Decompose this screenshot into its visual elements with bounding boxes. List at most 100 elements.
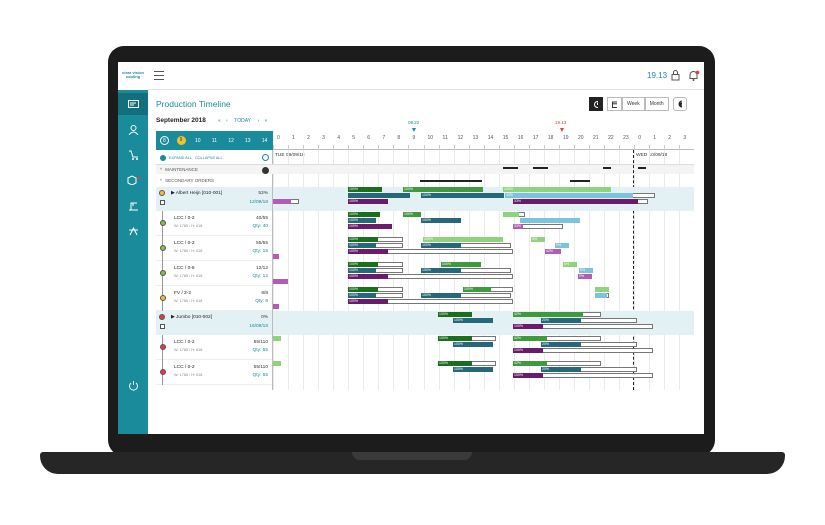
day-13[interactable]: 13 <box>245 137 251 144</box>
collapse-all-link[interactable]: COLLAPSE ALL <box>194 155 223 160</box>
production-bar[interactable]: 20% <box>541 318 581 323</box>
maintenance-row[interactable]: ^ MAINTENANCE <box>156 164 273 174</box>
production-bar[interactable]: 100% <box>348 293 376 298</box>
timeline-nav-icon[interactable] <box>118 93 148 115</box>
day-14[interactable]: 14 <box>261 137 268 144</box>
production-bar[interactable] <box>273 254 279 259</box>
item-row[interactable]: LCC / 0-2 W: 1785 / H: 618 55/110 Qty: 5… <box>156 360 272 385</box>
production-bar[interactable]: 100% <box>421 293 461 298</box>
month-button[interactable]: Month <box>644 97 669 111</box>
production-bar[interactable]: 100% <box>438 361 472 366</box>
expand-icon[interactable] <box>160 154 166 161</box>
item-row[interactable]: LCC / 0-2 W: 1785 / H: 618 40/55 Qty: 40 <box>156 211 272 236</box>
production-bar[interactable]: 0% <box>578 274 592 279</box>
now-marker[interactable] <box>412 128 416 132</box>
production-bar[interactable]: 100% <box>348 212 380 217</box>
item-row[interactable]: FV / 2-2 W: 1785 / H: 618 8/8 Qty: 6 <box>156 286 272 311</box>
production-bar[interactable]: 100% <box>421 243 461 248</box>
production-bar[interactable]: 100% <box>348 199 388 204</box>
production-bar[interactable] <box>595 293 607 298</box>
production-bar[interactable] <box>520 218 580 223</box>
production-bar[interactable]: 100% <box>348 243 376 248</box>
production-bar[interactable]: 100% <box>421 193 504 198</box>
production-bar[interactable]: 100% <box>423 237 503 242</box>
production-bar[interactable]: 100% <box>438 312 472 317</box>
next-day-icon[interactable]: › <box>257 118 260 124</box>
production-bar[interactable]: 100% <box>403 187 483 192</box>
next-week-icon[interactable]: » <box>264 118 268 124</box>
lock-icon[interactable] <box>671 70 681 81</box>
production-bar[interactable] <box>348 193 410 198</box>
bell-icon[interactable] <box>688 70 700 81</box>
production-bar[interactable]: 42% <box>513 312 583 317</box>
production-bar[interactable]: 100% <box>403 212 421 217</box>
day-9[interactable]: 9 <box>173 136 190 145</box>
production-bar[interactable] <box>503 212 519 217</box>
production-bar[interactable]: 100% <box>348 262 378 267</box>
production-bar[interactable]: 42% <box>545 249 561 254</box>
prev-day-icon[interactable]: ‹ <box>226 118 228 124</box>
week-button[interactable]: Week <box>622 97 645 111</box>
production-bar[interactable]: 8% <box>531 237 545 242</box>
production-bar[interactable]: 100% <box>348 218 376 223</box>
production-bar[interactable]: 100% <box>348 268 376 273</box>
secondary-orders-row[interactable]: ^ SECONDARY ORDERS <box>156 175 273 186</box>
production-bar[interactable]: 0% <box>563 262 577 267</box>
order-row[interactable]: ▶ Jumbo [010-002] 0% 16/09/18 <box>156 311 272 335</box>
production-bar[interactable]: 100% <box>348 187 382 192</box>
today-button[interactable]: TODAY <box>234 118 251 124</box>
info-icon[interactable] <box>262 154 269 161</box>
production-bar[interactable]: 100% <box>513 348 543 353</box>
production-bar[interactable]: 0% <box>579 268 593 273</box>
collapse-box-icon[interactable] <box>160 324 165 329</box>
expand-all-link[interactable]: EXPAND ALL <box>169 155 192 160</box>
prev-week-icon[interactable]: « <box>218 118 221 124</box>
day-11[interactable]: 11 <box>211 137 217 144</box>
production-bar[interactable] <box>595 287 609 292</box>
end-marker[interactable] <box>560 128 564 132</box>
day-10[interactable]: 10 <box>194 137 201 144</box>
menu-icon[interactable] <box>154 71 164 80</box>
day-12[interactable]: 12 <box>228 137 234 144</box>
production-bar[interactable] <box>273 279 288 284</box>
production-bar[interactable]: 100% <box>421 268 461 273</box>
crane-nav-icon[interactable] <box>118 195 148 217</box>
production-bar[interactable]: 100% <box>453 342 493 347</box>
order-row[interactable]: ▶ Albert Heijn [010-001] 53% 12/09/18 <box>156 187 272 211</box>
production-bar[interactable] <box>273 199 291 204</box>
production-bar[interactable]: 33% <box>513 224 523 229</box>
item-row[interactable]: LCC / 0-2 W: 1785 / H: 618 55/55 Qty: 15 <box>156 236 272 261</box>
production-bar[interactable] <box>273 361 281 366</box>
production-bar[interactable]: 100% <box>463 287 491 292</box>
workers-nav-icon[interactable] <box>118 119 148 141</box>
production-bar[interactable]: 0% <box>555 243 569 248</box>
production-bar[interactable]: 100% <box>348 249 388 254</box>
production-bar[interactable]: 100% <box>503 187 611 192</box>
help-button[interactable]: ? <box>672 97 687 111</box>
production-bar[interactable]: 100% <box>348 237 378 242</box>
cart-nav-icon[interactable] <box>118 144 148 166</box>
power-icon[interactable] <box>118 374 148 396</box>
production-bar[interactable] <box>273 336 281 341</box>
clock-view-button[interactable] <box>589 97 603 111</box>
production-bar[interactable]: 100% <box>348 287 378 292</box>
production-bar[interactable]: 100% <box>513 324 543 329</box>
production-bar[interactable]: 100% <box>438 336 472 341</box>
production-bar[interactable]: 33% <box>505 193 633 198</box>
production-bar[interactable]: 33% <box>513 199 638 204</box>
production-bar[interactable]: 100% <box>453 318 493 323</box>
collapse-box-icon[interactable] <box>160 200 165 205</box>
production-bar[interactable]: 42% <box>513 336 547 341</box>
production-bar[interactable]: 20% <box>541 342 581 347</box>
item-row[interactable]: LCC / 0-2 W: 1785 / H: 618 55/110 Qty: 5… <box>156 335 272 360</box>
item-row[interactable]: LCC / 0-6 W: 1785 / H: 618 12/12 Qty: 12 <box>156 261 272 286</box>
production-bar[interactable]: 100% <box>348 299 388 304</box>
production-bar[interactable]: 100% <box>421 218 461 223</box>
production-bar[interactable]: 100% <box>348 274 388 279</box>
production-bar[interactable]: 100% <box>513 373 543 378</box>
production-bar[interactable]: 100% <box>453 367 493 372</box>
machine-nav-icon[interactable] <box>118 220 148 242</box>
production-bar[interactable]: 42% <box>513 361 547 366</box>
day-8[interactable]: 8 <box>156 136 173 145</box>
production-bar[interactable]: 20% <box>541 367 581 372</box>
